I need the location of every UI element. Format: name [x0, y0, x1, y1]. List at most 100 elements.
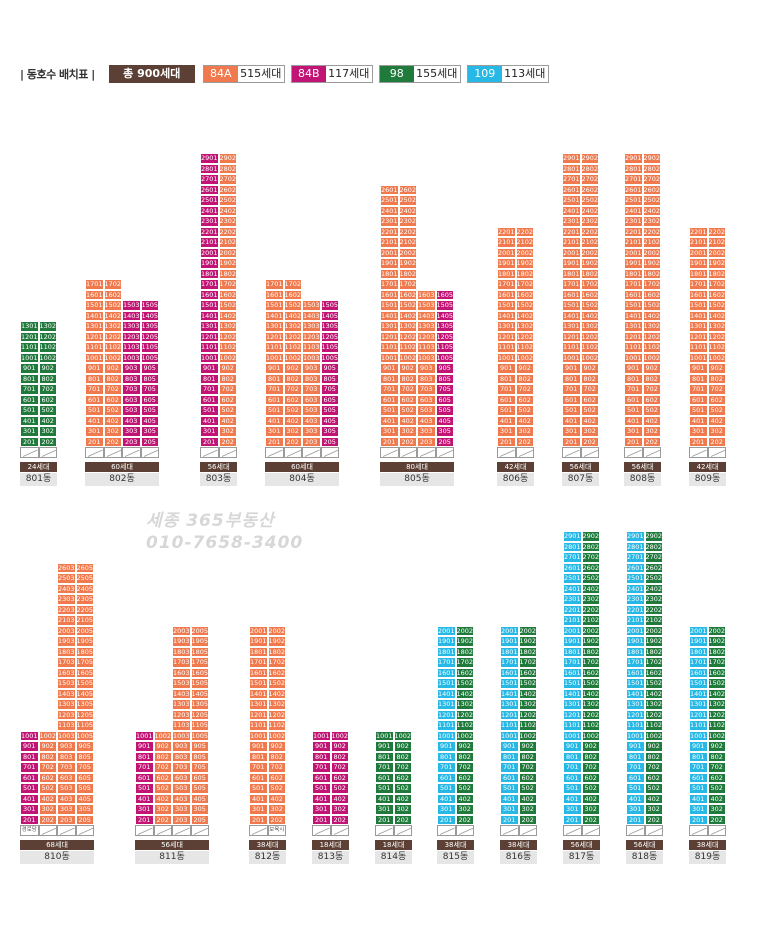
building-units-count: 18세대	[375, 839, 412, 850]
unit-cell: 1902	[707, 258, 726, 269]
unit-cell: 1301	[689, 699, 708, 710]
unit-cell: 2401	[562, 205, 581, 216]
unit-cell: 902	[581, 741, 600, 752]
unit-cell: 1405	[75, 688, 94, 699]
unit-cell: 1002	[644, 730, 663, 741]
unit-cell: 202	[393, 814, 412, 825]
unit-cell: 1102	[644, 720, 663, 731]
unit-cell: 201	[20, 814, 39, 825]
unit-cell: 302	[153, 804, 172, 815]
piloti-cell	[302, 447, 321, 458]
piloti-cell	[707, 825, 726, 836]
unit-cell: 1701	[500, 657, 519, 668]
unit-cell: 602	[581, 772, 600, 783]
unit-cell: 802	[393, 751, 412, 762]
piloti-cell	[624, 447, 643, 458]
unit-cell: 701	[562, 384, 581, 395]
unit-cell: 1402	[455, 688, 474, 699]
unit-cell: 1002	[581, 730, 600, 741]
unit-cell: 502	[707, 783, 726, 794]
piloti-cell	[135, 825, 154, 836]
piloti-slash-icon	[521, 827, 537, 835]
unit-cell: 1001	[85, 352, 104, 363]
unit-cell: 405	[320, 415, 339, 426]
unit-cell: 2002	[581, 625, 600, 636]
unit-cell: 1501	[500, 678, 519, 689]
unit-cell: 301	[500, 804, 519, 815]
unit-cell: 1001	[20, 352, 39, 363]
unit-cell: 2202	[707, 226, 726, 237]
unit-cell: 1403	[122, 310, 141, 321]
unit-cell: 602	[580, 394, 599, 405]
unit-cell: 801	[135, 751, 154, 762]
unit-cell: 202	[642, 436, 661, 447]
unit-cell: 1601	[249, 667, 268, 678]
unit-cell: 1702	[267, 657, 286, 668]
unit-cell: 805	[320, 373, 339, 384]
unit-cell: 802	[153, 751, 172, 762]
unit-cell: 1301	[437, 699, 456, 710]
unit-cell: 601	[437, 772, 456, 783]
unit-cell: 1301	[200, 321, 219, 332]
unit-cell: 1301	[265, 321, 284, 332]
unit-cell: 1202	[455, 709, 474, 720]
piloti-cell	[103, 447, 122, 458]
piloti-slash-icon	[78, 827, 94, 835]
unit-cell: 2105	[75, 615, 94, 626]
unit-cell: 1302	[283, 321, 302, 332]
unit-cell: 201	[497, 436, 516, 447]
unit-cell: 602	[153, 772, 172, 783]
unit-cell: 301	[689, 426, 708, 437]
unit-cell: 1702	[644, 657, 663, 668]
unit-cell: 902	[103, 363, 122, 374]
unit-cell: 502	[515, 405, 534, 416]
piloti-cell	[190, 825, 209, 836]
unit-cell: 1901	[689, 636, 708, 647]
unit-cell: 302	[455, 804, 474, 815]
unit-cell: 1401	[200, 310, 219, 321]
unit-cell: 1601	[624, 289, 643, 300]
unit-cell: 1901	[500, 636, 519, 647]
building-units-count: 56세대	[135, 839, 209, 850]
unit-cell: 1303	[417, 321, 436, 332]
unit-cell: 1401	[563, 688, 582, 699]
unit-cell: 702	[38, 762, 57, 773]
piloti-cell	[500, 825, 519, 836]
unit-cell: 501	[20, 405, 39, 416]
unit-cell: 1603	[417, 289, 436, 300]
unit-cell: 1002	[707, 352, 726, 363]
unit-cell: 1702	[581, 657, 600, 668]
unit-cell: 1902	[644, 636, 663, 647]
unit-cell: 1101	[500, 720, 519, 731]
unit-cell: 901	[689, 363, 708, 374]
unit-cell: 503	[122, 405, 141, 416]
unit-cell: 203	[172, 814, 191, 825]
unit-cell: 2001	[624, 247, 643, 258]
unit-cell: 1503	[417, 300, 436, 311]
unit-cell: 2301	[200, 216, 219, 227]
unit-cell: 901	[437, 741, 456, 752]
piloti-cell	[380, 447, 399, 458]
piloti-cell	[644, 825, 663, 836]
unit-cell: 602	[642, 394, 661, 405]
piloti-slash-icon	[691, 827, 707, 835]
unit-cell: 1302	[103, 321, 122, 332]
unit-cell: 903	[302, 363, 321, 374]
legend-count: 155세대	[413, 66, 460, 82]
unit-cell: 1002	[515, 352, 534, 363]
unit-cell: 1401	[689, 688, 708, 699]
unit-cell: 2001	[562, 247, 581, 258]
unit-cell: 1002	[707, 730, 726, 741]
unit-cell: 302	[330, 804, 349, 815]
unit-cell: 501	[689, 405, 708, 416]
unit-cell: 701	[249, 762, 268, 773]
unit-cell: 2802	[581, 541, 600, 552]
piloti-cell	[455, 825, 474, 836]
unit-cell: 402	[38, 415, 57, 426]
unit-cell: 2202	[398, 226, 417, 237]
unit-cell: 302	[267, 804, 286, 815]
unit-cell: 202	[38, 814, 57, 825]
unit-cell: 1702	[283, 279, 302, 290]
unit-cell: 601	[689, 394, 708, 405]
unit-cell: 802	[283, 373, 302, 384]
